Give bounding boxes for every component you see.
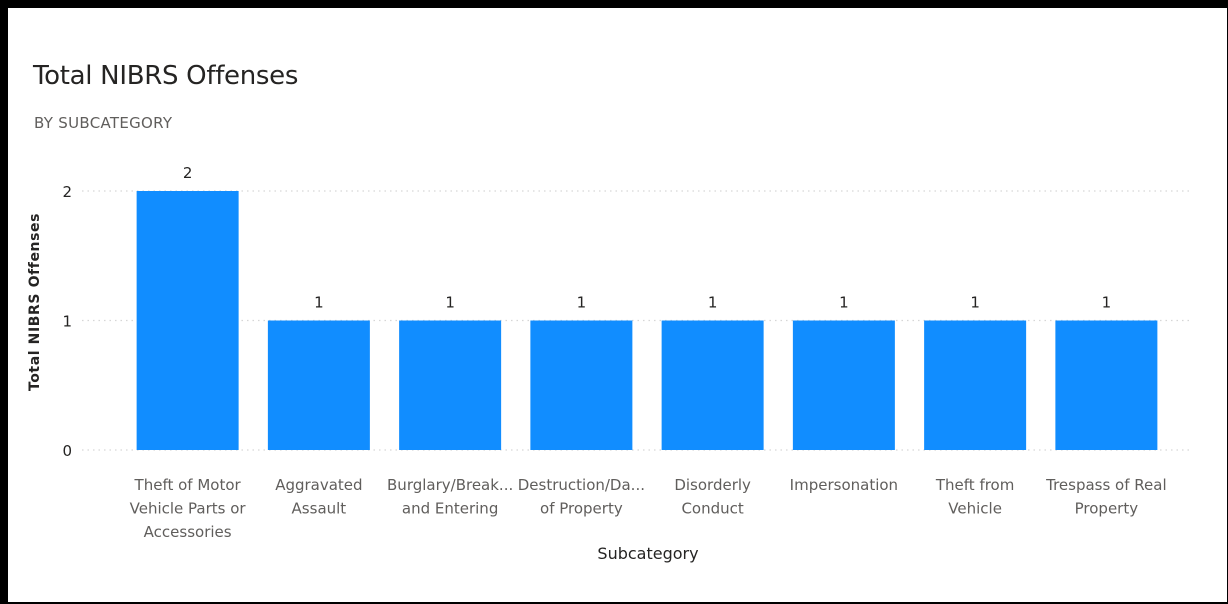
- bar[interactable]: [136, 191, 239, 450]
- x-tick-label-line: Trespass of Real: [1045, 476, 1167, 494]
- data-label: 1: [314, 294, 324, 312]
- chart-title: Total NIBRS Offenses: [33, 61, 299, 91]
- x-tick-label-line: Aggravated: [275, 476, 362, 494]
- x-tick-label-line: Assault: [292, 500, 347, 518]
- x-tick-label-line: Theft of Motor: [134, 476, 242, 494]
- x-tick-label-line: Disorderly: [674, 476, 751, 494]
- y-axis-ticks: 0 1 2: [62, 183, 72, 460]
- bar[interactable]: [530, 320, 633, 451]
- x-tick-label-line: Impersonation: [790, 476, 898, 494]
- x-tick-label: Destruction/Da... of Property: [518, 476, 645, 518]
- x-tick-label-line: Vehicle Parts or: [130, 500, 247, 518]
- x-tick-label-line: Destruction/Da...: [518, 476, 645, 494]
- bar[interactable]: [792, 320, 895, 451]
- x-tick-label: Aggravated Assault: [275, 476, 362, 518]
- y-axis-title: Total NIBRS Offenses: [27, 213, 43, 391]
- data-label: 1: [708, 294, 718, 312]
- x-tick-label: Disorderly Conduct: [674, 476, 751, 518]
- bar[interactable]: [267, 320, 370, 451]
- x-axis-ticks: Theft of Motor Vehicle Parts or Accessorie…: [130, 476, 1167, 541]
- y-tick-label: 1: [62, 313, 72, 331]
- bar[interactable]: [661, 320, 764, 451]
- x-tick-label-line: Burglary/Break...: [387, 476, 513, 494]
- data-label: 1: [970, 294, 980, 312]
- x-tick-label: Impersonation: [790, 476, 898, 494]
- data-labels: 2 1 1 1 1 1 1 1: [183, 164, 1111, 312]
- x-tick-label-line: of Property: [540, 500, 623, 518]
- bars: [136, 191, 1158, 451]
- bar[interactable]: [399, 320, 502, 451]
- x-axis-title: Subcategory: [597, 544, 698, 563]
- x-tick-label-line: Vehicle: [948, 500, 1002, 518]
- x-tick-label: Burglary/Break... and Entering: [387, 476, 513, 518]
- bar[interactable]: [1055, 320, 1158, 451]
- y-tick-label: 0: [62, 442, 72, 460]
- data-label: 1: [1102, 294, 1112, 312]
- y-tick-label: 2: [62, 183, 72, 201]
- chart-subtitle: BY SUBCATEGORY: [34, 114, 173, 132]
- bar[interactable]: [924, 320, 1027, 451]
- x-tick-label: Theft from Vehicle: [935, 476, 1014, 518]
- x-tick-label-line: Property: [1075, 500, 1139, 518]
- data-label: 1: [839, 294, 849, 312]
- x-tick-label-line: Theft from: [935, 476, 1014, 494]
- data-label: 1: [577, 294, 587, 312]
- x-tick-label: Theft of Motor Vehicle Parts or Accessorie…: [130, 476, 247, 541]
- data-label: 2: [183, 164, 193, 182]
- x-tick-label-line: and Entering: [402, 500, 498, 518]
- x-tick-label-line: Accessories: [144, 523, 232, 541]
- x-tick-label-line: Conduct: [681, 500, 743, 518]
- data-label: 1: [445, 294, 455, 312]
- x-tick-label: Trespass of Real Property: [1045, 476, 1167, 518]
